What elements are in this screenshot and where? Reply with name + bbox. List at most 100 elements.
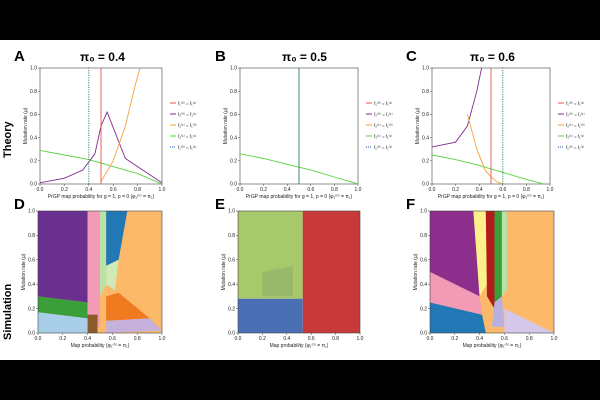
sim-F-ytick-label: 0.2 [420,306,427,312]
theory-B-ytick-label: 0.6 [230,112,237,118]
theory-C-ytick-label: 0.2 [422,159,429,165]
sim-F-region [494,211,502,303]
sim-F-xtick-label: 0.4 [476,336,483,342]
theory-C-ytick-label: 1.0 [422,66,429,72]
sim-F-xtick-label: 0.0 [427,336,434,342]
sim-D-region [87,211,100,327]
theory-A-xlabel: PrGP map probability for g = 1, p = 0 (φ… [48,194,155,200]
sim-D-frame [37,210,163,334]
theory-A-legend-label: f₂⁽⁰⁾ = f₁⁽¹⁾ [178,112,197,117]
sim-E-region [302,211,360,333]
sim-D-xlabel: Map probability (φ₁⁽⁰⁾ = π₁) [71,343,130,349]
sim-E-xtick-label: 0.4 [283,336,290,342]
sim-E-region [262,265,293,297]
figure-svg: 0.00.00.20.20.40.40.60.60.80.81.01.0PrGP… [21,66,585,349]
sim-D-ytick-label: 0.8 [28,233,35,239]
theory-C-xtick-label: 0.4 [476,187,483,193]
sim-F-region [501,211,507,297]
sim-F-region [485,211,495,309]
theory-C-xtick-label: 1.0 [547,187,554,193]
panel-letter-C: C [406,48,417,65]
theory-C-series-line [466,114,503,184]
panel-letter-F: F [406,196,416,213]
sim-E-ytick-label: 0.8 [228,233,235,239]
sim-D-ytick-label: 0.2 [28,306,35,312]
sim-F-ytick-label: 0.0 [420,331,427,337]
theory-B-legend-label: f₂⁽¹⁾ = f₁⁽⁰⁾ [374,123,393,128]
theory-C-series-line [432,154,545,184]
sim-D-region [38,312,88,333]
theory-B-xtick-label: 0.2 [260,187,267,193]
theory-B-xtick-label: 0.4 [284,187,291,193]
sim-D-region [38,211,88,303]
theory-C-xtick-label: 0.2 [452,187,459,193]
theory-B-ytick-label: 0.8 [230,89,237,95]
sim-E-xtick-label: 0.2 [259,336,266,342]
theory-C-xtick-label: 0.6 [499,187,506,193]
theory-B-legend-label: f₁⁽⁰⁾ = f₁⁽¹⁾ [374,145,392,150]
sim-E-xtick-label: 0.8 [332,336,339,342]
sim-E-ytick-label: 0.4 [228,282,235,288]
sim-F-region [430,211,480,297]
theory-A-ytick-label: 0.4 [30,135,37,141]
panel-letter-A: A [14,48,25,65]
theory-B-xtick-label: 0.6 [307,187,314,193]
theory-C-ytick-label: 0.4 [422,135,429,141]
theory-B-xlabel: PrGP map probability for g = 1, p = 0 (φ… [246,194,353,200]
sim-F-ytick-label: 0.8 [420,233,427,239]
panel-letter-E: E [215,196,226,213]
sim-E-xtick-label: 1.0 [357,336,364,342]
sim-D-xtick-label: 0.4 [84,336,91,342]
sim-F-ytick-label: 1.0 [420,209,427,215]
sim-D-xtick-label: 0.6 [109,336,116,342]
theory-C-ytick-label: 0.8 [422,89,429,95]
sim-F-region [504,308,554,333]
theory-A-ytick-label: 0.6 [30,112,37,118]
theory-C-legend-label: f₂⁽⁰⁾ = f₁⁽¹⁾ [566,112,585,117]
theory-C-ytick-label: 0.0 [422,182,429,188]
sim-F-region [492,296,505,327]
theory-C-legend-label: f₂⁽¹⁾ = f₁⁽¹⁾ [566,134,584,139]
sim-D-ylabel: Mutation rate (μ) [21,253,27,290]
theory-A-ytick-label: 0.8 [30,89,37,95]
theory-A-ylabel: Mutation rate (μ) [23,107,29,144]
theory-A-xtick-label: 0.4 [85,187,92,193]
sim-F-xlabel: Map probability (φ₁⁽⁰⁾ = π₁) [463,343,522,349]
theory-C-ytick-label: 0.6 [422,112,429,118]
theory-A-ytick-label: 0.2 [30,159,37,165]
sim-E-frame [237,210,361,334]
sim-D-region [106,259,119,291]
theory-B-xtick-label: 0.8 [331,187,338,193]
sim-F-ylabel: Mutation rate (μ) [413,253,419,290]
theory-C-legend-label: f₁⁽⁰⁾ = f₁⁽¹⁾ [566,101,584,106]
theory-A-legend-label: f₂⁽¹⁾ = f₁⁽¹⁾ [178,134,196,139]
theory-C-xtick-label: 0.0 [429,187,436,193]
sim-F-region [430,302,486,333]
panel-title-B: π₀ = 0.5 [282,50,327,64]
sim-F-xtick-label: 0.6 [501,336,508,342]
sim-D-ytick-label: 1.0 [28,209,35,215]
theory-A-ytick-label: 1.0 [30,66,37,72]
panel-title-C: π₀ = 0.6 [470,50,515,64]
theory-A-xtick-label: 0.0 [37,187,44,193]
sim-E-ytick-label: 0.0 [228,331,235,337]
theory-A-xtick-label: 0.2 [61,187,68,193]
figure: Theory Simulation A π₀ = 0.4 B π₀ = 0.5 … [0,40,600,360]
sim-E-ytick-label: 0.2 [228,306,235,312]
sim-D-ytick-label: 0.6 [28,258,35,264]
sim-D-xtick-label: 1.0 [159,336,166,342]
theory-B-xtick-label: 0.0 [237,187,244,193]
theory-C-legend-label: f₂⁽¹⁾ = f₁⁽⁰⁾ [566,123,585,128]
theory-B-legend-label: f₂⁽¹⁾ = f₁⁽¹⁾ [374,134,392,139]
sim-F-ytick-label: 0.6 [420,258,427,264]
theory-A-xtick-label: 1.0 [159,187,166,193]
theory-C-xtick-label: 0.8 [523,187,530,193]
theory-A-legend-label: f₁⁽⁰⁾ = f₁⁽¹⁾ [178,101,196,106]
sim-E-xlabel: Map probability (φ₁⁽⁰⁾ = π₁) [270,343,329,349]
theory-B-ytick-label: 1.0 [230,66,237,72]
sim-D-ytick-label: 0.0 [28,331,35,337]
sim-D-xtick-label: 0.0 [35,336,42,342]
theory-B-xtick-label: 1.0 [355,187,362,193]
theory-C-xlabel: PrGP map probability for g = 1, p = 0 (φ… [438,194,545,200]
sim-D-region [38,296,88,319]
